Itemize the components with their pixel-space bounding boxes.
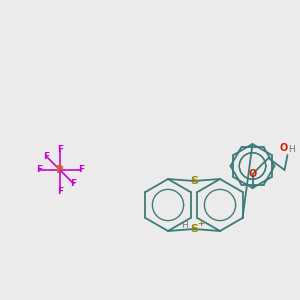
Text: F: F	[78, 166, 84, 175]
Text: F: F	[43, 152, 50, 161]
Text: S: S	[190, 176, 198, 186]
Text: P: P	[56, 165, 64, 175]
Text: O: O	[279, 143, 288, 153]
Text: F: F	[57, 145, 63, 154]
Text: F: F	[36, 166, 42, 175]
Text: O: O	[248, 169, 256, 179]
Text: H: H	[289, 145, 295, 154]
Text: +: +	[197, 220, 205, 229]
Text: F: F	[70, 179, 77, 188]
Text: F: F	[57, 187, 63, 196]
Text: H: H	[182, 220, 188, 230]
Text: S: S	[190, 224, 198, 234]
